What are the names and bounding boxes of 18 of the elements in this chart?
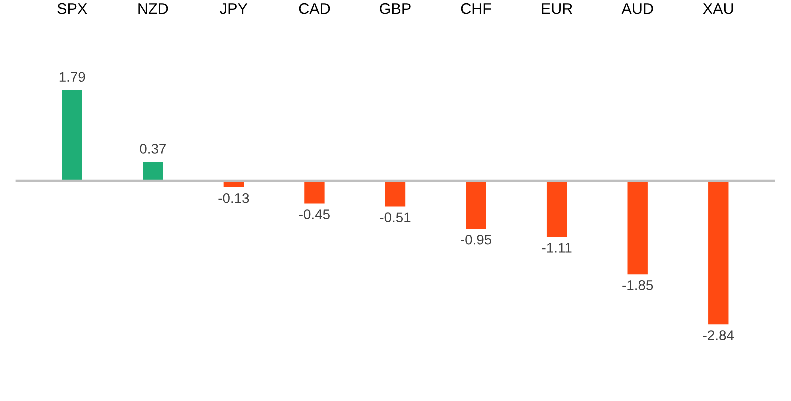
x-tick-label: XAU [703, 4, 734, 14]
data-label: -0.51 [380, 212, 411, 223]
data-label: -0.45 [300, 210, 330, 220]
data-label: -1.11 [542, 243, 572, 253]
data-label: -1.85 [622, 280, 654, 290]
data-label: 1.79 [60, 72, 86, 82]
x-tick-label: SPX [58, 3, 88, 14]
data-label: -0.95 [461, 234, 492, 245]
x-tick-label: EUR [542, 4, 572, 14]
data-label: -0.13 [218, 193, 250, 204]
x-tick-label: JPY [220, 4, 248, 14]
x-tick-label: CHF [461, 3, 492, 14]
data-label: -2.84 [703, 330, 734, 340]
x-tick-label: GBP [380, 3, 411, 14]
x-tick-label: NZD [138, 4, 168, 14]
x-tick-label: AUD [622, 4, 654, 14]
x-tick-label: CAD [299, 3, 330, 14]
data-label: 0.37 [140, 144, 166, 154]
